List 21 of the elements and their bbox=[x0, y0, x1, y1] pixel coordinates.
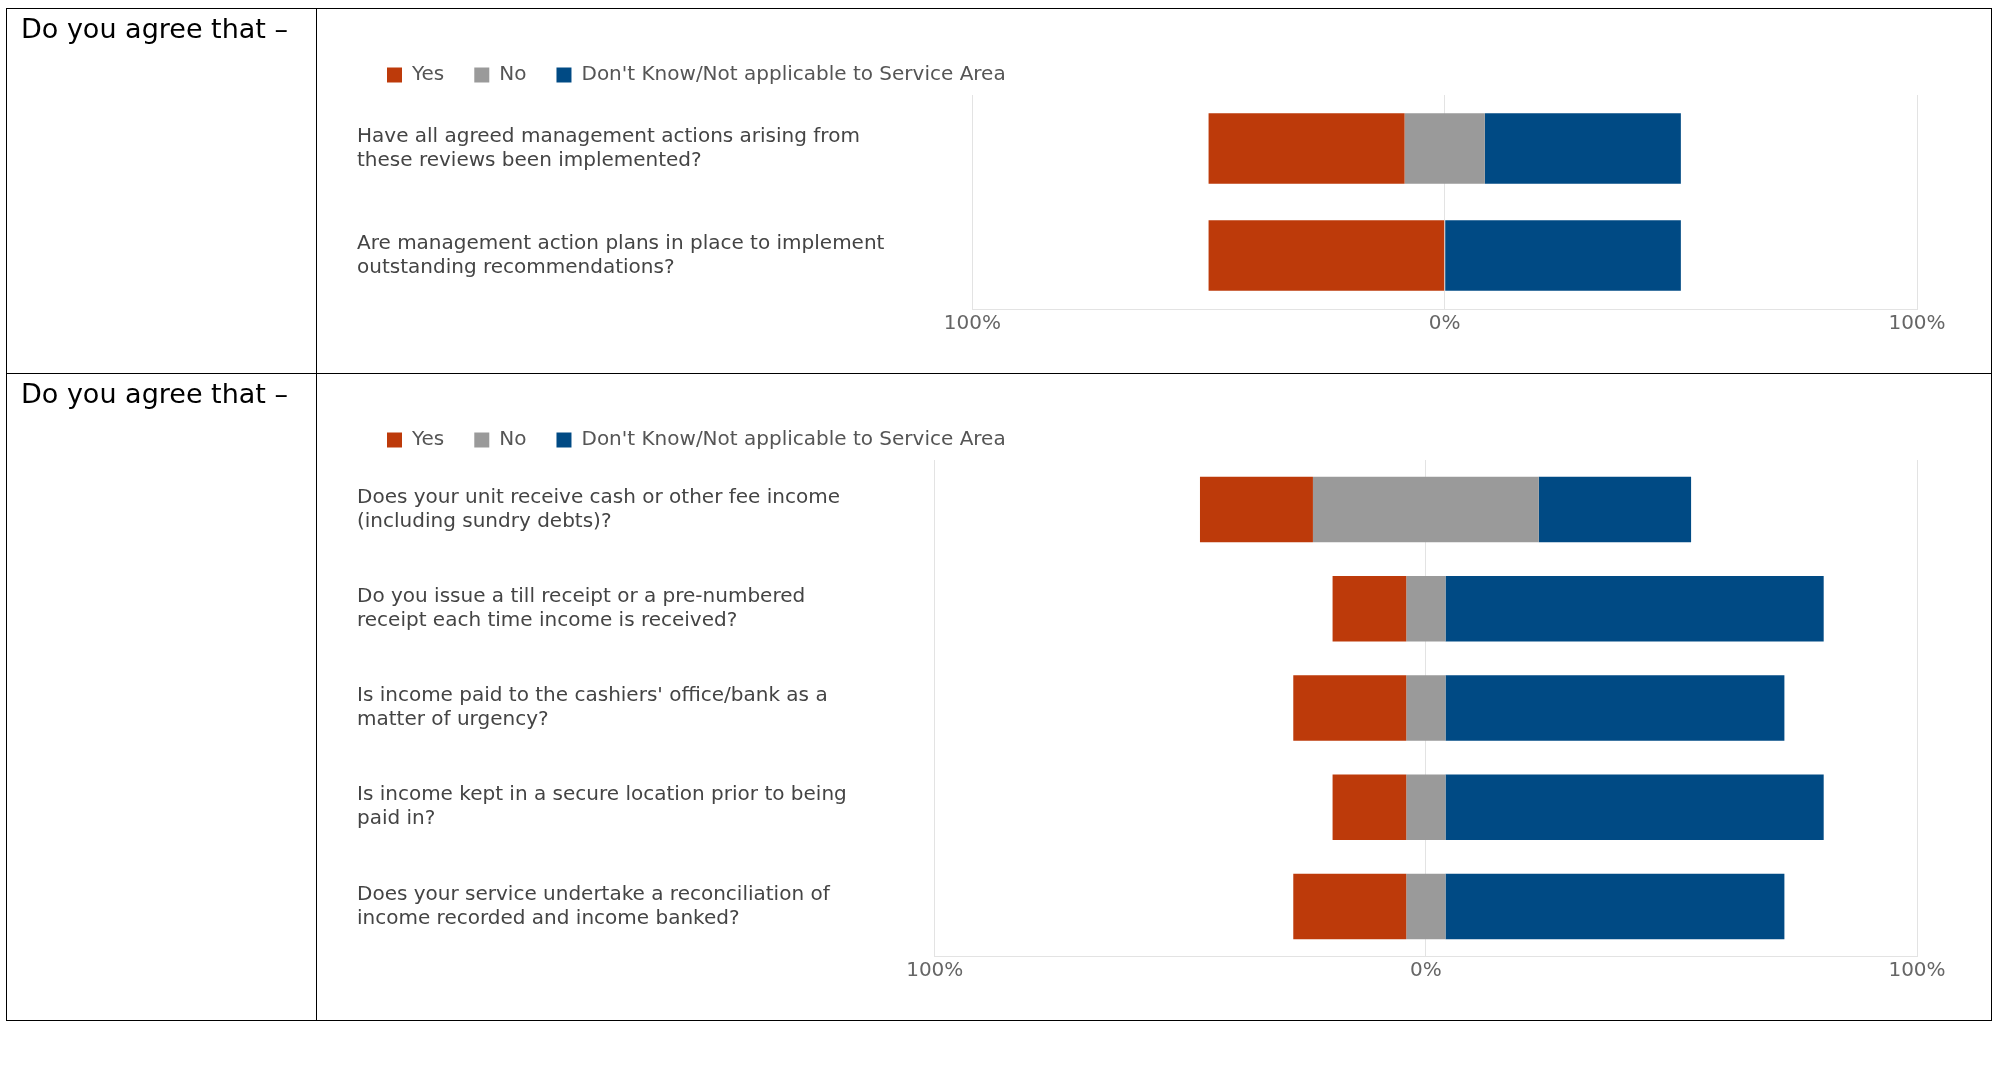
x-tick-label: 100% bbox=[943, 310, 1002, 335]
legend-label: No bbox=[499, 426, 527, 451]
y-tick-label: Do you issue a till receipt or a pre-numbered receipt each time income is received? bbox=[357, 583, 806, 631]
y-tick-label: Does your unit receive cash or other fee income (including sundry debts)? bbox=[357, 483, 841, 532]
y-tick-label: Are management action plans in place to implement outstanding recommendations? bbox=[357, 229, 885, 278]
legend-label: Yes bbox=[411, 426, 445, 451]
y-tick-label: Is income paid to the cashiers' office/bank as a matter of urgency? bbox=[357, 682, 828, 731]
x-tick-label: 0% bbox=[1410, 957, 1442, 982]
text: Do you agree that – bbox=[21, 378, 289, 409]
x-tick-label: 100% bbox=[1888, 310, 1946, 335]
y-tick-label: Is income kept in a secure location prior to being paid in? bbox=[357, 781, 847, 830]
legend-label: Don't Know/Not applicable to Service Area bbox=[581, 61, 1006, 86]
y-tick-label: Have all agreed management actions arising from these reviews been implemented? bbox=[357, 122, 860, 171]
legend-label: No bbox=[499, 61, 527, 86]
legend-label: Don't Know/Not applicable to Service Area bbox=[581, 426, 1006, 451]
x-tick-label: 0% bbox=[1428, 310, 1461, 335]
x-tick-label: 100% bbox=[906, 957, 964, 982]
legend-label: Yes bbox=[411, 61, 445, 86]
x-tick-label: 100% bbox=[1888, 957, 1946, 982]
y-tick-label: Does your service undertake a reconciliation of income recorded and income banked? bbox=[357, 880, 831, 929]
text: Do you agree that – bbox=[21, 13, 289, 44]
